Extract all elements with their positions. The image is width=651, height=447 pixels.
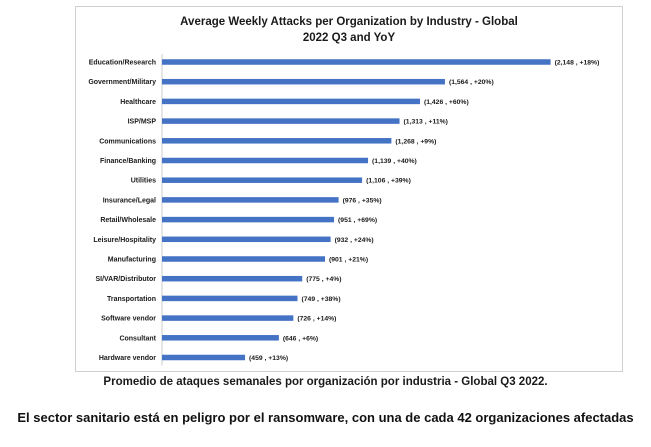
category-label-communications: Communications: [99, 138, 156, 145]
data-label-government-military: (1,564 , +20%): [449, 79, 494, 86]
bar-education-research: [162, 59, 551, 65]
bar-isp-msp: [162, 118, 400, 124]
category-label-isp-msp: ISP/MSP: [128, 119, 157, 126]
category-label-finance-banking: Finance/Banking: [100, 158, 156, 165]
bar-si-var-distributor: [162, 275, 303, 282]
bar-utilities: [162, 177, 363, 183]
data-label-hardware-vendor: (459 , +13%): [249, 355, 288, 362]
category-label-education-research: Education/Research: [89, 60, 156, 67]
data-label-finance-banking: (1,139 , +40%): [372, 158, 417, 165]
category-label-transportation: Transportation: [107, 296, 156, 303]
bar-manufacturing: [162, 256, 325, 262]
data-label-software-vendor: (726 , +14%): [297, 316, 336, 323]
bar-retail-wholesale: [162, 216, 335, 223]
chart-title-line-2: 2022 Q3 and YoY: [302, 32, 396, 44]
bar-government-military: [162, 78, 445, 85]
category-label-si-var-distributor: SI/VAR/Distributor: [95, 276, 156, 283]
bar-communications: [162, 138, 392, 144]
category-label-retail-wholesale: Retail/Wholesale: [100, 217, 156, 224]
category-label-hardware-vendor: Hardware vendor: [99, 355, 156, 362]
data-label-utilities: (1,106 , +39%): [366, 178, 411, 185]
data-label-si-var-distributor: (775 , +4%): [306, 276, 341, 283]
chart-title: Average Weekly Attacks per Organization …: [75, 14, 623, 46]
chart-title-line-1: Average Weekly Attacks per Organization …: [180, 16, 518, 28]
bar-leisure-hospitality: [162, 236, 331, 243]
category-label-software-vendor: Software vendor: [101, 316, 156, 323]
data-label-healthcare: (1,426 , +60%): [424, 99, 469, 106]
category-label-leisure-hospitality: Leisure/Hospitality: [93, 237, 156, 244]
data-label-consultant: (646 , +6%): [283, 335, 318, 342]
bar-finance-banking: [162, 157, 369, 164]
category-label-manufacturing: Manufacturing: [108, 257, 156, 264]
data-label-transportation: (749 , +38%): [302, 296, 341, 303]
category-label-healthcare: Healthcare: [120, 99, 156, 106]
category-label-government-military: Government/Military: [88, 79, 156, 86]
bar-consultant: [162, 335, 279, 341]
headline: El sector sanitario está en peligro por …: [17, 410, 634, 425]
data-label-education-research: (2,148 , +18%): [555, 60, 600, 67]
chart-frame: [75, 6, 623, 372]
chart-caption: Promedio de ataques semanales por organi…: [103, 376, 548, 388]
category-label-consultant: Consultant: [119, 335, 156, 342]
data-label-retail-wholesale: (951 , +69%): [338, 217, 377, 224]
category-label-insurance-legal: Insurance/Legal: [103, 197, 156, 204]
bar-hardware-vendor: [162, 354, 246, 361]
data-label-insurance-legal: (976 , +35%): [343, 197, 382, 204]
bar-software-vendor: [162, 315, 294, 321]
bar-healthcare: [162, 98, 420, 105]
category-label-utilities: Utilities: [131, 178, 156, 185]
data-label-leisure-hospitality: (932 , +24%): [335, 237, 374, 244]
bar-transportation: [162, 295, 298, 302]
bar-insurance-legal: [162, 197, 339, 203]
data-label-communications: (1,268 , +9%): [395, 138, 436, 145]
data-label-isp-msp: (1,313 , +11%): [404, 119, 448, 126]
data-label-manufacturing: (901 , +21%): [329, 257, 368, 264]
